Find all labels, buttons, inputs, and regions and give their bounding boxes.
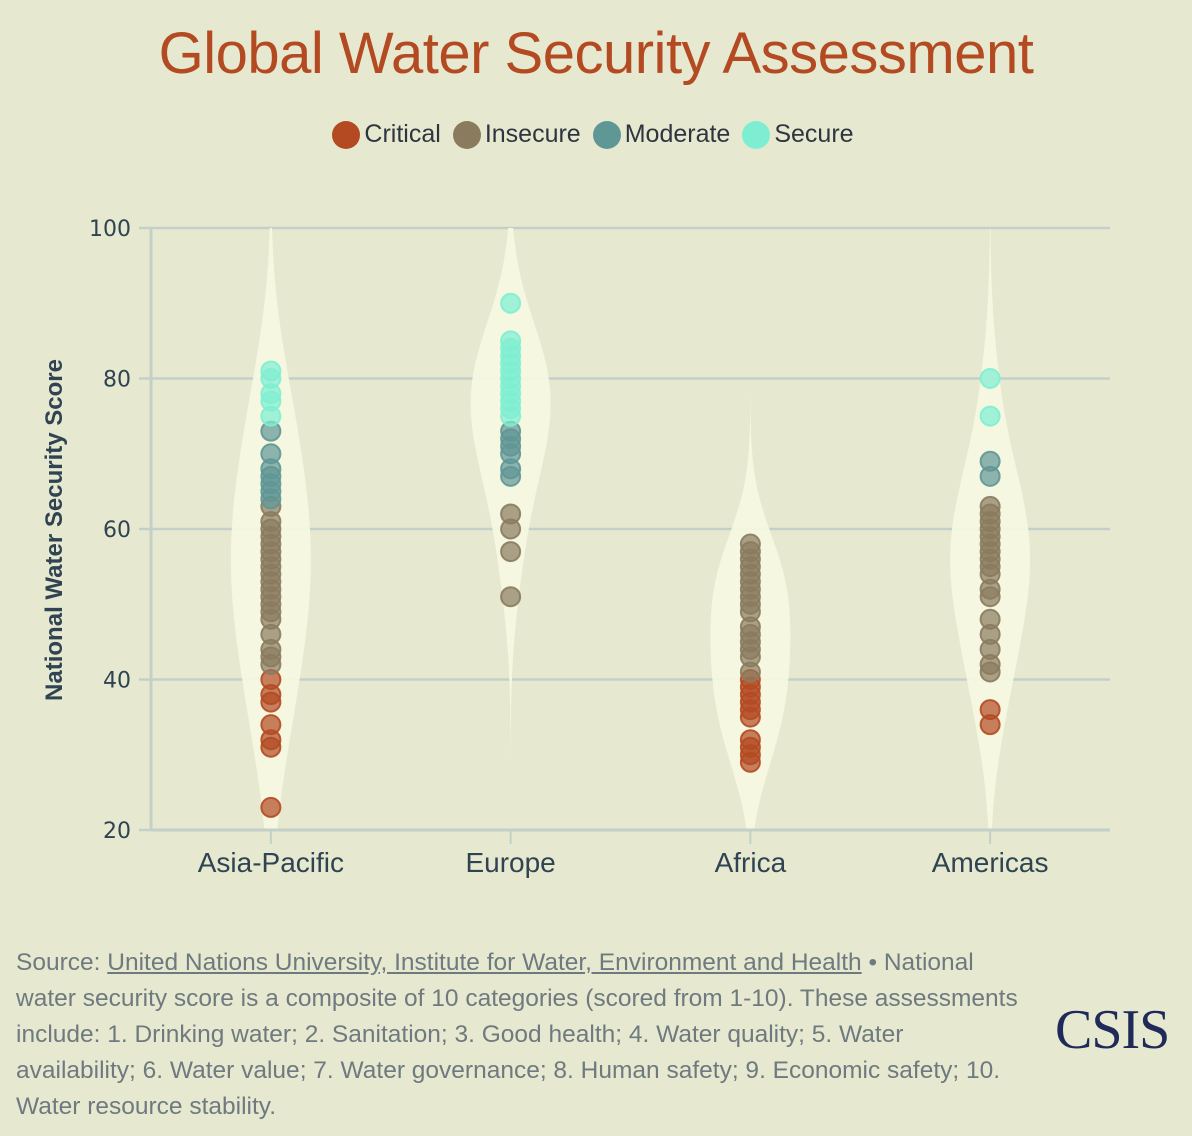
- legend-swatch-critical: [332, 120, 361, 149]
- bullet: •: [861, 949, 884, 976]
- point-insecure[interactable]: [500, 518, 522, 540]
- y-tick-label: 80: [103, 368, 131, 393]
- legend-swatch-moderate: [592, 120, 621, 149]
- point-secure[interactable]: [500, 405, 522, 427]
- data-points: [260, 292, 1001, 818]
- chart-plot: 20 40 60 80 100 Asia-Pacific Europe Africa Ameri…: [41, 217, 1110, 878]
- source-link[interactable]: United Nations University, Institute for…: [107, 949, 862, 976]
- legend-item-insecure[interactable]: Insecure: [452, 120, 581, 149]
- point-moderate[interactable]: [979, 465, 1001, 487]
- y-tick-label: 100: [89, 217, 131, 242]
- chart-title: Global Water Security Assessment: [158, 21, 1034, 86]
- point-insecure[interactable]: [500, 586, 522, 608]
- footer-note: Source: United Nations University, Insti…: [16, 945, 1026, 1125]
- x-tick-label: Asia-Pacific: [198, 847, 344, 878]
- y-tick-label: 20: [103, 819, 131, 844]
- point-secure[interactable]: [979, 405, 1001, 427]
- y-axis-label: National Water Security Score: [41, 359, 68, 701]
- point-critical[interactable]: [260, 796, 282, 818]
- point-insecure[interactable]: [739, 661, 761, 683]
- point-critical[interactable]: [739, 706, 761, 728]
- point-critical[interactable]: [260, 691, 282, 713]
- point-moderate[interactable]: [500, 465, 522, 487]
- point-critical[interactable]: [979, 714, 1001, 736]
- point-secure[interactable]: [979, 368, 1001, 389]
- point-insecure[interactable]: [260, 653, 282, 675]
- footer-description: National water security score is a compo…: [16, 949, 1018, 1120]
- csis-logo: CSIS: [1055, 999, 1170, 1061]
- source-prefix: Source:: [16, 949, 108, 976]
- point-insecure[interactable]: [500, 541, 522, 563]
- legend-swatch-secure: [742, 120, 771, 149]
- point-secure[interactable]: [260, 405, 282, 427]
- point-insecure[interactable]: [979, 586, 1001, 608]
- legend-label: Insecure: [484, 120, 581, 148]
- legend-label: Critical: [364, 120, 441, 148]
- legend-item-moderate[interactable]: Moderate: [592, 120, 731, 149]
- legend-label: Moderate: [624, 120, 731, 148]
- legend-label: Secure: [774, 120, 854, 148]
- point-critical[interactable]: [260, 736, 282, 758]
- legend-item-secure[interactable]: Secure: [742, 120, 854, 149]
- y-tick-label: 60: [103, 518, 131, 543]
- point-secure[interactable]: [500, 292, 522, 314]
- legend-item-critical[interactable]: Critical: [332, 120, 441, 149]
- y-tick-label: 40: [103, 669, 131, 694]
- axes: 20 40 60 80 100 Asia-Pacific Europe Africa Ameri…: [89, 217, 1110, 878]
- x-tick-label: Americas: [932, 847, 1049, 878]
- legend-swatch-insecure: [452, 120, 481, 149]
- point-insecure[interactable]: [979, 661, 1001, 683]
- violin-europe: [470, 228, 551, 765]
- x-tick-label: Africa: [715, 847, 787, 878]
- point-critical[interactable]: [739, 751, 761, 773]
- x-tick-label: Europe: [465, 847, 555, 878]
- legend: Critical Insecure Moderate Secure: [0, 120, 1192, 149]
- point-moderate[interactable]: [260, 488, 282, 510]
